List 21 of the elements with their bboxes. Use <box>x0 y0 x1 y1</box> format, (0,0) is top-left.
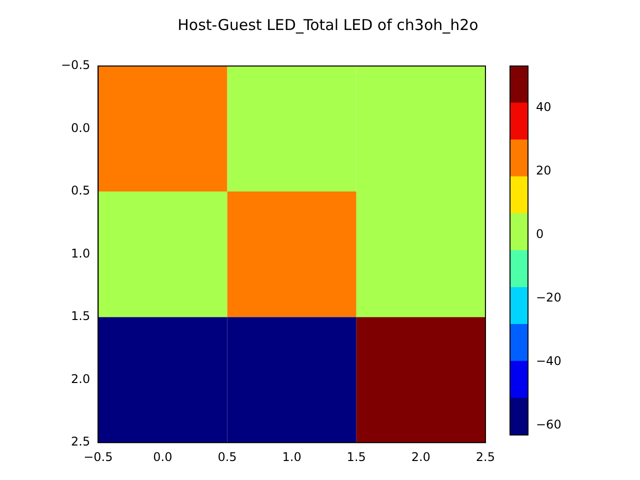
y-tick-label: 2.5 <box>71 434 90 449</box>
chart-title: Host-Guest LED_Total LED of ch3oh_h2o <box>176 16 480 34</box>
y-tick-label: 1.0 <box>71 246 90 260</box>
y-tick-label: 1.5 <box>71 309 90 324</box>
y-tick-label: 2.0 <box>71 372 90 386</box>
x-tick-label: 1.0 <box>282 450 302 464</box>
x-tick-label: 1.5 <box>346 450 366 464</box>
color-bar-label: −60 <box>536 417 562 432</box>
color-bar-label: −40 <box>536 354 562 368</box>
x-tick-label: 2.0 <box>411 450 430 464</box>
y-tick-label: 0.5 <box>71 184 90 198</box>
x-tick-label: 0.0 <box>153 450 172 464</box>
y-tick-label: 0.0 <box>71 120 90 135</box>
color-bar-label: −20 <box>536 290 562 304</box>
x-tick-label: 2.5 <box>476 450 496 464</box>
y-tick-label: −0.5 <box>61 58 90 72</box>
color-bar-label: 0 <box>536 226 544 241</box>
x-tick-label: −0.5 <box>84 450 113 464</box>
color-bar-label: 40 <box>536 100 552 114</box>
x-tick-label: 0.5 <box>218 450 237 464</box>
color-bar-label: 20 <box>536 163 552 178</box>
